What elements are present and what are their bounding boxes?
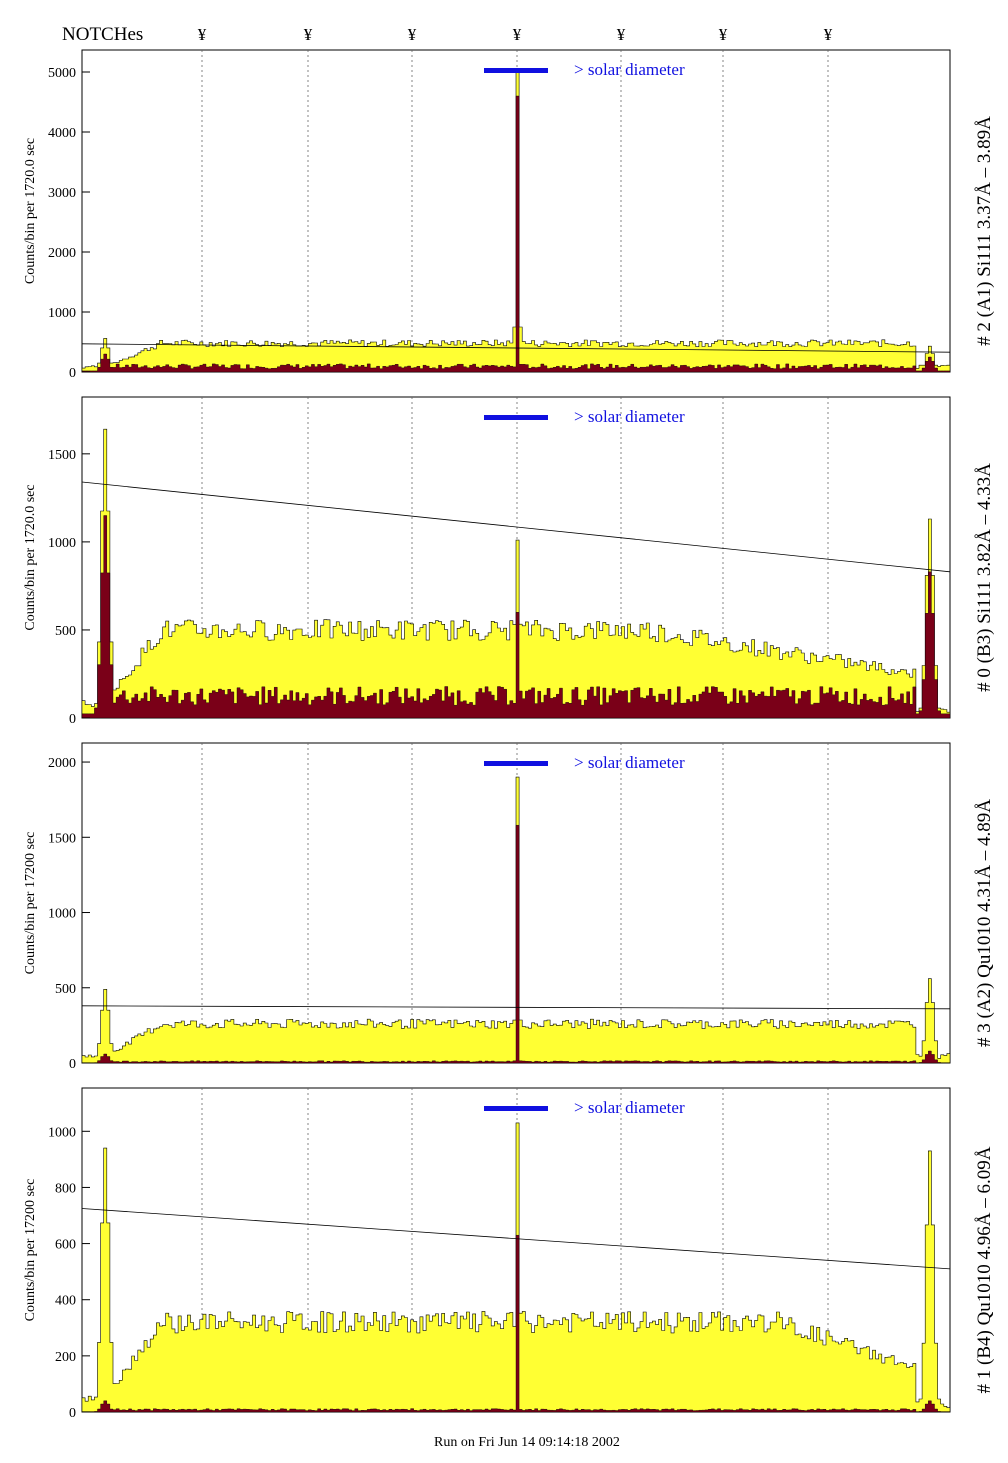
y-tick-label: 1000 [48, 907, 76, 922]
panel-1: 0 1000 2000 3000 4000 5000 Counts/bin per 1720… [23, 49, 995, 381]
y-tick-label: 0 [69, 1406, 76, 1421]
y-tick-label: 1500 [48, 831, 76, 846]
y-tick-label: 3000 [48, 186, 76, 201]
y-tick-label: 1000 [48, 306, 76, 321]
y-tick-label: 5000 [48, 66, 76, 81]
y-axis-label: Counts/bin per 1720.0 sec [23, 138, 38, 284]
y-axis-label: Counts/bin per 17200 sec [23, 1179, 38, 1322]
trend-line [81, 481, 951, 573]
panel-title: # 0 (B3) Si111 3.82Å – 4.33Å [974, 463, 995, 692]
y-tick-label: 1000 [48, 536, 76, 551]
y-tick-label: 600 [55, 1238, 76, 1253]
y-tick-label: 2000 [48, 246, 76, 261]
trend-line [81, 1208, 951, 1270]
notches-label: NOTCHes [62, 24, 143, 45]
y-axis-label: Counts/bin per 17200 sec [23, 832, 38, 975]
y-tick-label: 0 [69, 1057, 76, 1072]
notch-mark-4: ¥ [513, 25, 522, 44]
y-axis-label: Counts/bin per 1720.0 sec [23, 484, 38, 630]
run-timestamp: Run on Fri Jun 14 09:14:18 2002 [434, 1435, 620, 1450]
inner-histogram [81, 1235, 951, 1413]
notch-mark-6: ¥ [719, 25, 728, 44]
panel-4: 0 200 400 600 800 1000 Counts/bin per 17200 se… [23, 1087, 995, 1421]
notch-mark-1: ¥ [198, 25, 207, 44]
y-tick-label: 0 [69, 366, 76, 381]
solar-diameter-label: > solar diameter [574, 60, 685, 79]
notch-mark-5: ¥ [617, 25, 626, 44]
solar-diameter-label: > solar diameter [574, 407, 685, 426]
trend-line [81, 343, 951, 353]
y-tick-label: 800 [55, 1181, 76, 1196]
inner-histogram [81, 825, 951, 1064]
y-tick-label: 1500 [48, 448, 76, 463]
solar-diameter-label: > solar diameter [574, 753, 685, 772]
panel-title: # 3 (A2) Qu1010 4.31Å – 4.89Å [974, 799, 995, 1047]
panel-2: 0 500 1000 1500 Counts/bin per 1720.0 sec # 0… [23, 396, 995, 727]
y-tick-label: 200 [55, 1350, 76, 1365]
panel-title: # 2 (A1) Si111 3.37Å – 3.89Å [974, 116, 995, 346]
notch-mark-3: ¥ [408, 25, 417, 44]
inner-histogram [81, 95, 951, 373]
y-tick-label: 400 [55, 1294, 76, 1309]
y-tick-label: 2000 [48, 756, 76, 771]
panel-3: 0 500 1000 1500 2000 Counts/bin per 17200 sec… [23, 742, 995, 1072]
solar-diameter-label: > solar diameter [574, 1098, 685, 1117]
trend-line [81, 1005, 951, 1010]
solar-diameter-bar [484, 415, 548, 420]
y-tick-label: 0 [69, 712, 76, 727]
notch-mark-2: ¥ [304, 25, 313, 44]
panel-title: # 1 (B4) Qu1010 4.96Å – 6.09Å [974, 1146, 995, 1393]
y-tick-label: 4000 [48, 126, 76, 141]
inner-histogram [81, 515, 951, 719]
y-tick-label: 1000 [48, 1125, 76, 1140]
solar-diameter-bar [484, 1106, 548, 1111]
outer-histogram [81, 428, 951, 719]
solar-diameter-bar [484, 68, 548, 73]
solar-diameter-bar [484, 761, 548, 766]
notch-marks: ¥ ¥ ¥ ¥ ¥ ¥ ¥ [198, 25, 833, 44]
notch-mark-7: ¥ [824, 25, 833, 44]
y-tick-label: 500 [55, 982, 76, 997]
y-tick-label: 500 [55, 624, 76, 639]
